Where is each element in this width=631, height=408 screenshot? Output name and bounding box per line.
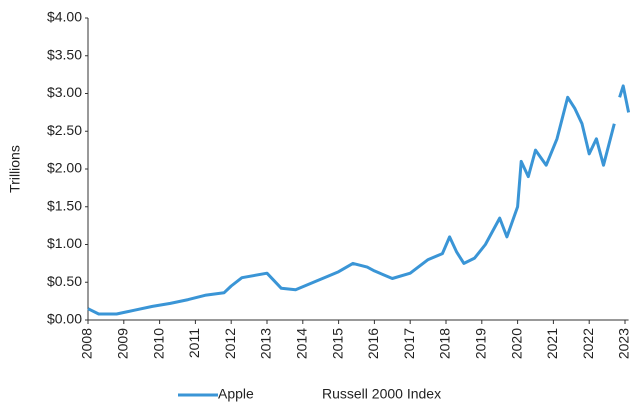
y-tick-label: $1.50	[47, 197, 82, 213]
y-tick-label: $4.00	[47, 9, 82, 25]
x-tick-label: 2011	[186, 328, 202, 358]
y-tick-label: $0.00	[47, 311, 82, 327]
y-tick-label: $3.00	[47, 84, 82, 100]
y-tick-label: $2.50	[47, 122, 82, 138]
x-tick-label: 2008	[79, 328, 95, 359]
x-tick-label: 2015	[329, 328, 345, 359]
y-tick-label: $3.50	[47, 46, 82, 62]
y-axis-label: Trillions	[7, 145, 23, 193]
x-tick-label: 2023	[616, 328, 631, 359]
y-tick-label: $1.00	[47, 235, 82, 251]
x-tick-label: 2012	[222, 328, 238, 359]
y-tick-label: $0.50	[47, 273, 82, 289]
x-tick-label: 2010	[150, 328, 166, 359]
series-line	[87, 84, 631, 316]
x-tick-label: 2020	[508, 328, 524, 359]
legend-label: Apple	[218, 386, 254, 402]
y-tick-label: $2.00	[47, 160, 82, 176]
x-tick-label: 2009	[115, 328, 131, 359]
x-tick-label: 2016	[365, 328, 381, 359]
x-tick-label: 2014	[294, 328, 310, 359]
x-tick-label: 2018	[437, 328, 453, 359]
x-tick-label: 2013	[258, 328, 274, 359]
x-tick-label: 2021	[544, 328, 560, 359]
x-tick-label: 2022	[580, 328, 596, 359]
x-tick-label: 2019	[473, 328, 489, 359]
legend-label: Russell 2000 Index	[322, 386, 441, 402]
x-tick-label: 2017	[401, 328, 417, 359]
